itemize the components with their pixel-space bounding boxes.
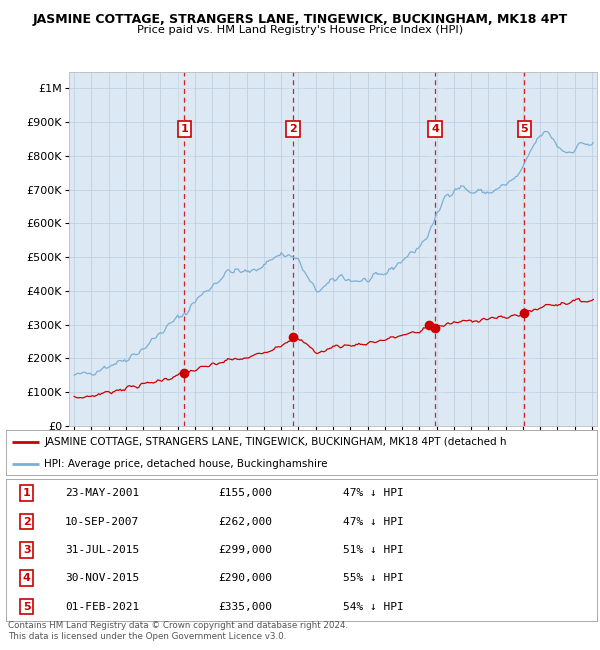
Text: 5: 5 <box>520 124 528 134</box>
Text: Price paid vs. HM Land Registry's House Price Index (HPI): Price paid vs. HM Land Registry's House … <box>137 25 463 34</box>
Text: 3: 3 <box>23 545 31 555</box>
Text: JASMINE COTTAGE, STRANGERS LANE, TINGEWICK, BUCKINGHAM, MK18 4PT (detached h: JASMINE COTTAGE, STRANGERS LANE, TINGEWI… <box>44 437 507 447</box>
Text: £155,000: £155,000 <box>219 488 273 498</box>
Text: £262,000: £262,000 <box>219 517 273 526</box>
Text: 54% ↓ HPI: 54% ↓ HPI <box>343 602 404 612</box>
Text: JASMINE COTTAGE, STRANGERS LANE, TINGEWICK, BUCKINGHAM, MK18 4PT: JASMINE COTTAGE, STRANGERS LANE, TINGEWI… <box>32 13 568 26</box>
Text: 4: 4 <box>431 124 439 134</box>
Bar <box>515 72 533 426</box>
Text: £299,000: £299,000 <box>219 545 273 555</box>
Text: 51% ↓ HPI: 51% ↓ HPI <box>343 545 404 555</box>
Text: 31-JUL-2015: 31-JUL-2015 <box>65 545 139 555</box>
Text: 47% ↓ HPI: 47% ↓ HPI <box>343 517 404 526</box>
Text: HPI: Average price, detached house, Buckinghamshire: HPI: Average price, detached house, Buck… <box>44 460 328 469</box>
Text: 5: 5 <box>23 602 31 612</box>
Text: 47% ↓ HPI: 47% ↓ HPI <box>343 488 404 498</box>
Text: 01-FEB-2021: 01-FEB-2021 <box>65 602 139 612</box>
Text: 55% ↓ HPI: 55% ↓ HPI <box>343 573 404 583</box>
Text: £290,000: £290,000 <box>219 573 273 583</box>
Text: 10-SEP-2007: 10-SEP-2007 <box>65 517 139 526</box>
Bar <box>176 72 193 426</box>
Text: 2: 2 <box>289 124 297 134</box>
Text: £335,000: £335,000 <box>219 602 273 612</box>
Text: 2: 2 <box>23 517 31 526</box>
Text: 23-MAY-2001: 23-MAY-2001 <box>65 488 139 498</box>
Text: 1: 1 <box>181 124 188 134</box>
Bar <box>427 72 444 426</box>
Text: 30-NOV-2015: 30-NOV-2015 <box>65 573 139 583</box>
Text: Contains HM Land Registry data © Crown copyright and database right 2024.: Contains HM Land Registry data © Crown c… <box>8 621 348 630</box>
Text: 4: 4 <box>23 573 31 583</box>
Text: This data is licensed under the Open Government Licence v3.0.: This data is licensed under the Open Gov… <box>8 632 286 641</box>
Text: 1: 1 <box>23 488 31 498</box>
Bar <box>284 72 302 426</box>
